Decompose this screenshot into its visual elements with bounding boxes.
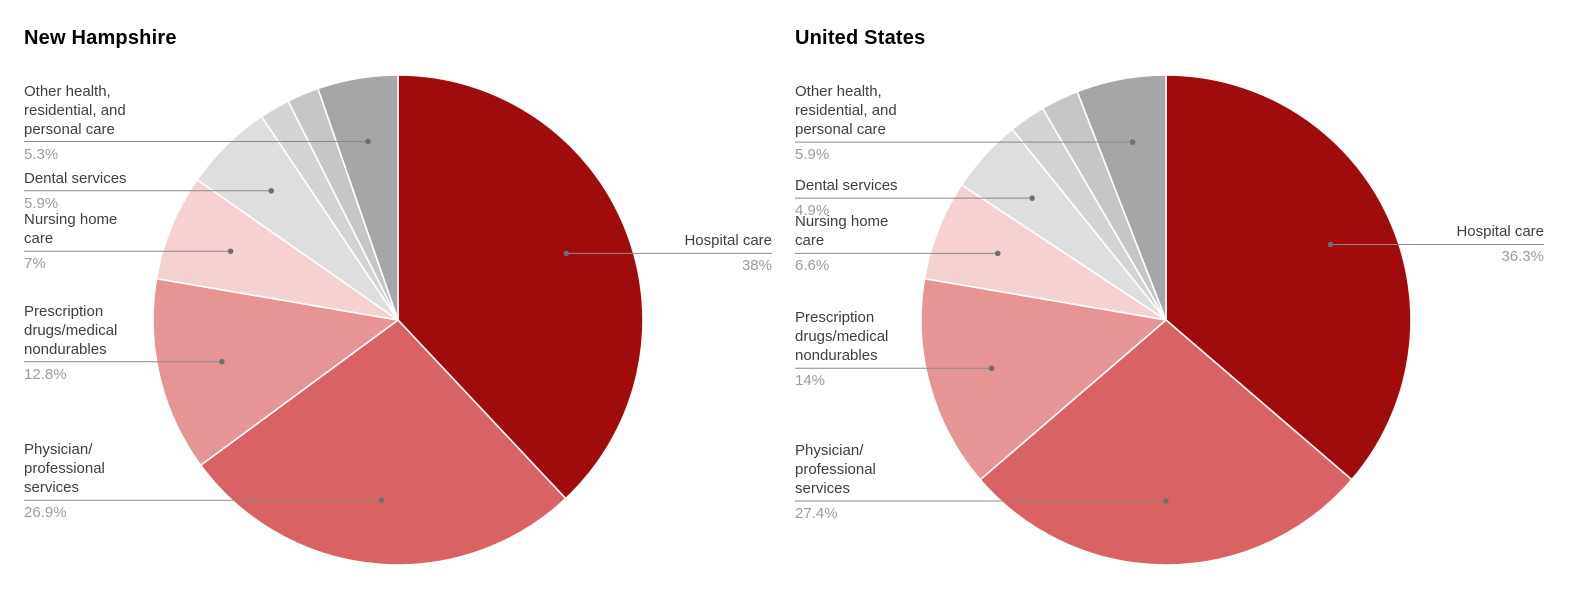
slice-label-line: Nursing home	[24, 211, 118, 229]
slice-pct-prescription-drugs-medical-nondurables: 12.8%	[24, 365, 67, 383]
leader-dot-dental-services	[268, 188, 275, 194]
leader-dot-prescription-drugs-medical-nondurables	[219, 358, 225, 365]
slice-label-line: Prescription	[795, 309, 875, 327]
pie-slice-physician-professional-services	[979, 319, 1353, 566]
slice-label-hospital-care: Hospital care	[684, 231, 772, 250]
slice-label-line: personal care	[795, 121, 886, 139]
slice-pct-other-health-residential-and-personal-care: 5.9%	[795, 146, 830, 164]
slice-label-line: Other health,	[24, 82, 111, 100]
slice-label-line: residential, and	[795, 102, 897, 120]
slice-label-line: Dental services	[795, 177, 898, 195]
slice-label-line: Nursing home	[795, 213, 889, 231]
slice-pct-physician-professional-services: 26.9%	[24, 504, 67, 522]
slice-label-line: Physician/	[24, 441, 93, 459]
leader-dot-physician-professional-services	[378, 497, 385, 504]
slice-label-dental-services: Dental services	[24, 169, 127, 188]
slice-pct-physician-professional-services: 27.4%	[795, 505, 838, 522]
slice-label-line: care	[24, 230, 54, 248]
leader-dot-nursing-home-care	[227, 248, 234, 255]
slice-pct-dental-services: 5.9%	[24, 194, 59, 212]
leader-dot-hospital-care	[563, 250, 570, 257]
slice-label-line: residential, and	[24, 101, 126, 119]
leader-dot-other-health-residential-and-personal-care	[1129, 139, 1136, 145]
slice-label-other-health-residential-and-personal-care: Other health, residential, and personal ca…	[795, 82, 897, 139]
slice-label-line: nondurables	[795, 347, 878, 365]
slice-label-line: Hospital care	[684, 232, 772, 250]
pie-slice-other-health-residential-and-personal-care	[317, 74, 399, 321]
pie-slice-prescription-drugs-medical-nondurables	[152, 277, 399, 467]
slice-pct-nursing-home-care: 6.6%	[795, 257, 830, 275]
slice-label-line: drugs/medical	[24, 321, 118, 339]
slice-label-hospital-care: Hospital care	[1456, 222, 1544, 241]
slice-label-line: Other health,	[795, 83, 882, 101]
slice-label-dental-services: Dental services	[795, 176, 898, 195]
slice-label-line: professional	[795, 461, 876, 478]
chart-title-united-states: United States	[795, 27, 926, 49]
leader-dot-prescription-drugs-medical-nondurables	[988, 365, 995, 372]
slice-pct-nursing-home-care: 7%	[24, 255, 46, 273]
slice-label-line: Prescription	[24, 302, 104, 320]
slice-label-line: Hospital care	[1456, 223, 1544, 241]
pie-slice-other-health-residential-and-personal-care	[1076, 74, 1167, 321]
slice-label-nursing-home-care: Nursing home care	[24, 210, 117, 248]
pie-slice-physician-professional-services	[199, 319, 567, 566]
slice-label-physician-professional-services: Physician/professional services	[795, 441, 876, 498]
slice-pct-hospital-care: 38%	[741, 257, 772, 275]
slice-pct-prescription-drugs-medical-nondurables: 14%	[795, 372, 826, 390]
slice-pct-dental-services: 4.9%	[795, 202, 830, 220]
slice-label-other-health-residential-and-personal-care: Other health, residential, and personal ca…	[24, 82, 126, 139]
pie-slice-hospital-care	[1165, 74, 1412, 481]
leader-dot-dental-services	[1029, 195, 1035, 201]
pie-slice-prescription-drugs-medical-nondurables	[920, 277, 1167, 481]
leader-dot-other-health-residential-and-personal-care	[365, 138, 371, 145]
slice-label-prescription-drugs-medical-nondurables: Prescription drugs/medical nondurables	[24, 302, 117, 359]
slice-label-line: services	[795, 480, 851, 497]
slice-label-line: personal care	[24, 120, 115, 138]
slice-label-line: nondurables	[24, 340, 107, 358]
pie-slice-nursing-home-care	[155, 178, 399, 321]
chart-title-new-hampshire: New Hampshire	[24, 27, 177, 49]
slice-label-prescription-drugs-medical-nondurables: Prescription drugs/medical nondurables	[795, 308, 888, 365]
leader-dot-nursing-home-care	[994, 250, 1001, 257]
slice-label-line: Physician/	[795, 442, 864, 459]
pie-slice-hospital-care	[397, 74, 644, 500]
slice-label-line: services	[24, 479, 80, 497]
slice-label-nursing-home-care: Nursing home care	[795, 212, 888, 250]
slice-label-line: drugs/medical	[795, 328, 889, 346]
slice-pct-other-health-residential-and-personal-care: 5.3%	[24, 145, 59, 163]
slice-label-physician-professional-services: Physician/professional services	[24, 440, 105, 497]
slice-label-line: professional	[24, 460, 105, 478]
slice-label-line: Dental services	[24, 169, 127, 187]
leader-dot-physician-professional-services	[1163, 498, 1169, 504]
slice-pct-hospital-care: 36.3%	[1501, 248, 1544, 266]
leader-dot-hospital-care	[1327, 241, 1334, 248]
slice-label-line: care	[795, 232, 825, 250]
